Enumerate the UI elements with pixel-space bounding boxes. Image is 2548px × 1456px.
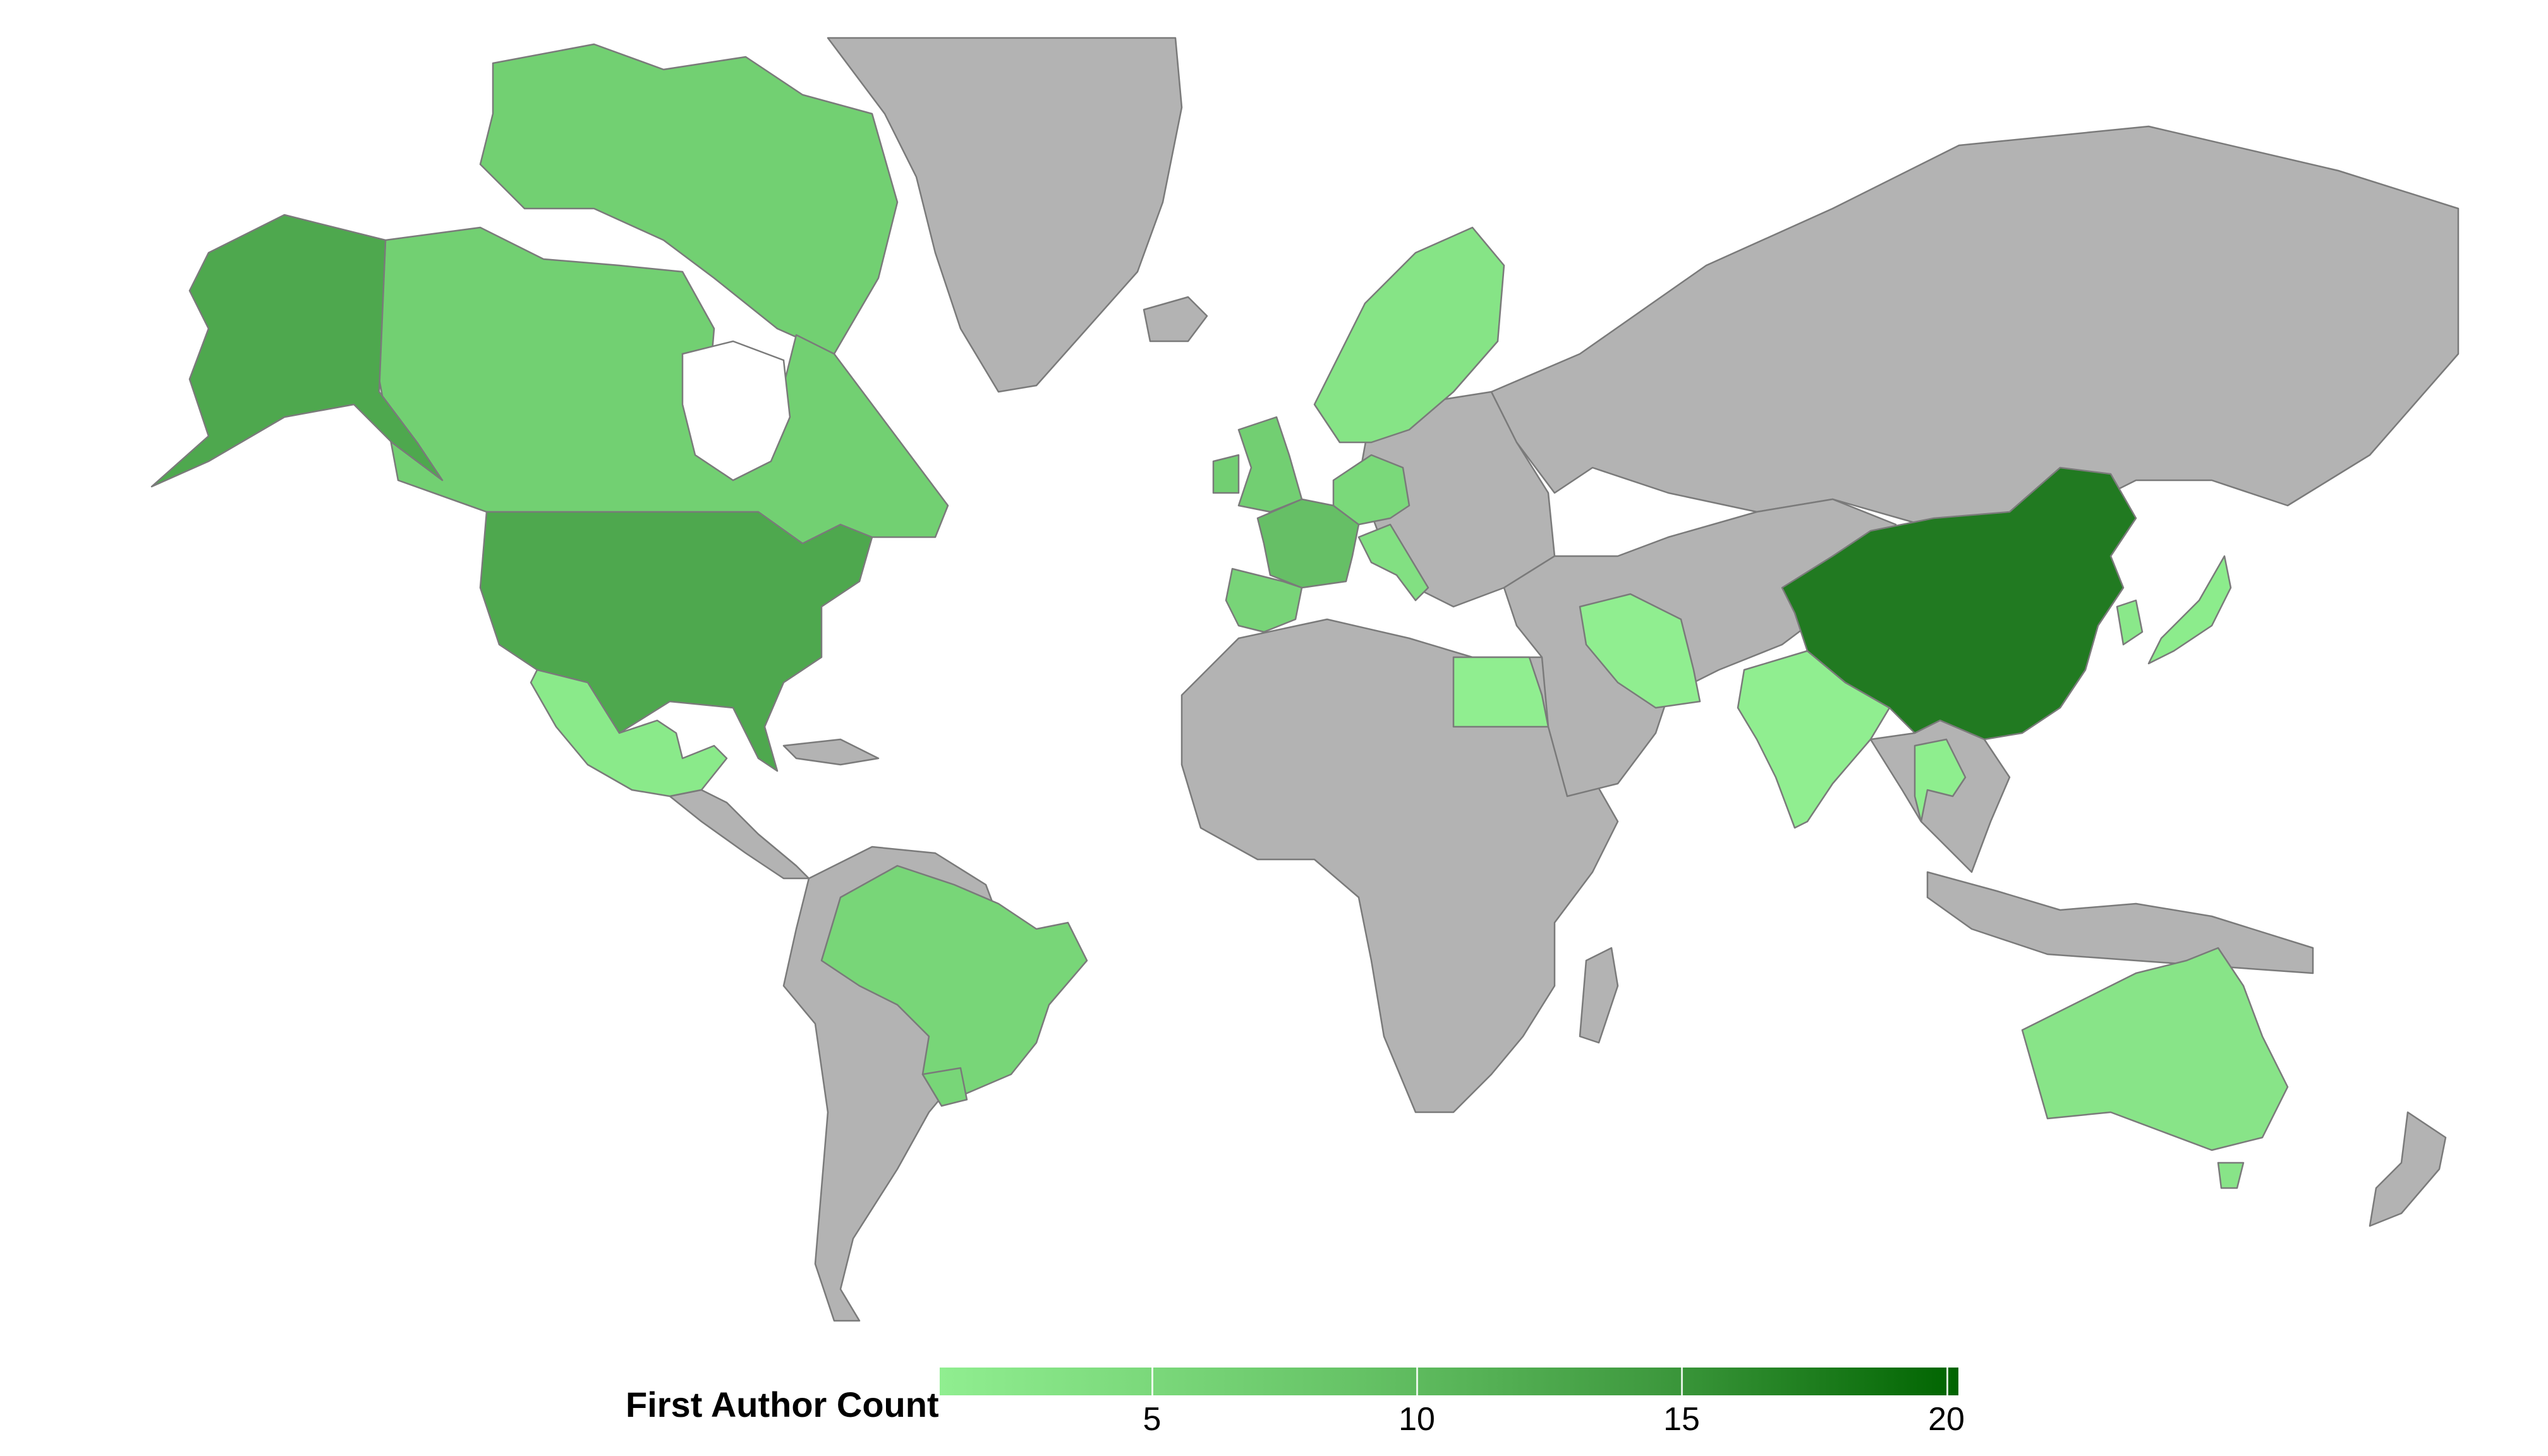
legend-tick-label-20: 20 [1928, 1401, 1965, 1438]
legend-tick-mark-10 [1416, 1368, 1418, 1395]
country-egypt [1452, 656, 1550, 728]
country-australia [2021, 947, 2289, 1151]
country-iceland [1143, 296, 1208, 343]
legend-color-bar [940, 1368, 1958, 1395]
legend: First Author Count 5 10 15 20 [626, 1359, 1965, 1447]
country-thailand [1914, 738, 1967, 823]
country-scandinavia [1313, 226, 1505, 444]
legend-tick-mark-15 [1681, 1368, 1683, 1395]
country-korea [2116, 599, 2144, 646]
country-madagascar [1579, 947, 1619, 1044]
country-france [1256, 498, 1360, 589]
hudson-bay [681, 340, 791, 482]
country-brazil [820, 864, 1088, 1107]
legend-tick-label-10: 10 [1398, 1401, 1435, 1438]
legend-title: First Author Count [626, 1385, 939, 1424]
country-uk [1237, 416, 1303, 513]
country-japan [2147, 555, 2232, 665]
country-new-zealand [2369, 1111, 2447, 1227]
country-uruguay [921, 1067, 968, 1107]
country-africa [1180, 618, 1619, 1113]
country-ireland [1212, 454, 1240, 494]
country-alaska [150, 214, 444, 488]
country-central-america [669, 789, 810, 880]
country-italy [1357, 523, 1429, 602]
legend-tick-label-5: 5 [1143, 1401, 1162, 1438]
country-russia [1490, 125, 2460, 545]
country-mexico [530, 669, 728, 798]
legend-tick-label-15: 15 [1663, 1401, 1700, 1438]
country-middle-east [1503, 498, 1897, 798]
country-indonesia [1926, 871, 2314, 974]
country-spain [1225, 567, 1303, 633]
legend-tick-mark-20 [1946, 1368, 1948, 1395]
country-china [1781, 466, 2137, 741]
country-cuba [782, 738, 880, 766]
country-greenland [827, 37, 1183, 393]
country-tasmania [2217, 1162, 2245, 1189]
country-germany [1332, 454, 1410, 526]
country-southeast-asia [1869, 719, 2011, 873]
legend-tick-mark-5 [1151, 1368, 1153, 1395]
country-iran [1579, 593, 1701, 709]
